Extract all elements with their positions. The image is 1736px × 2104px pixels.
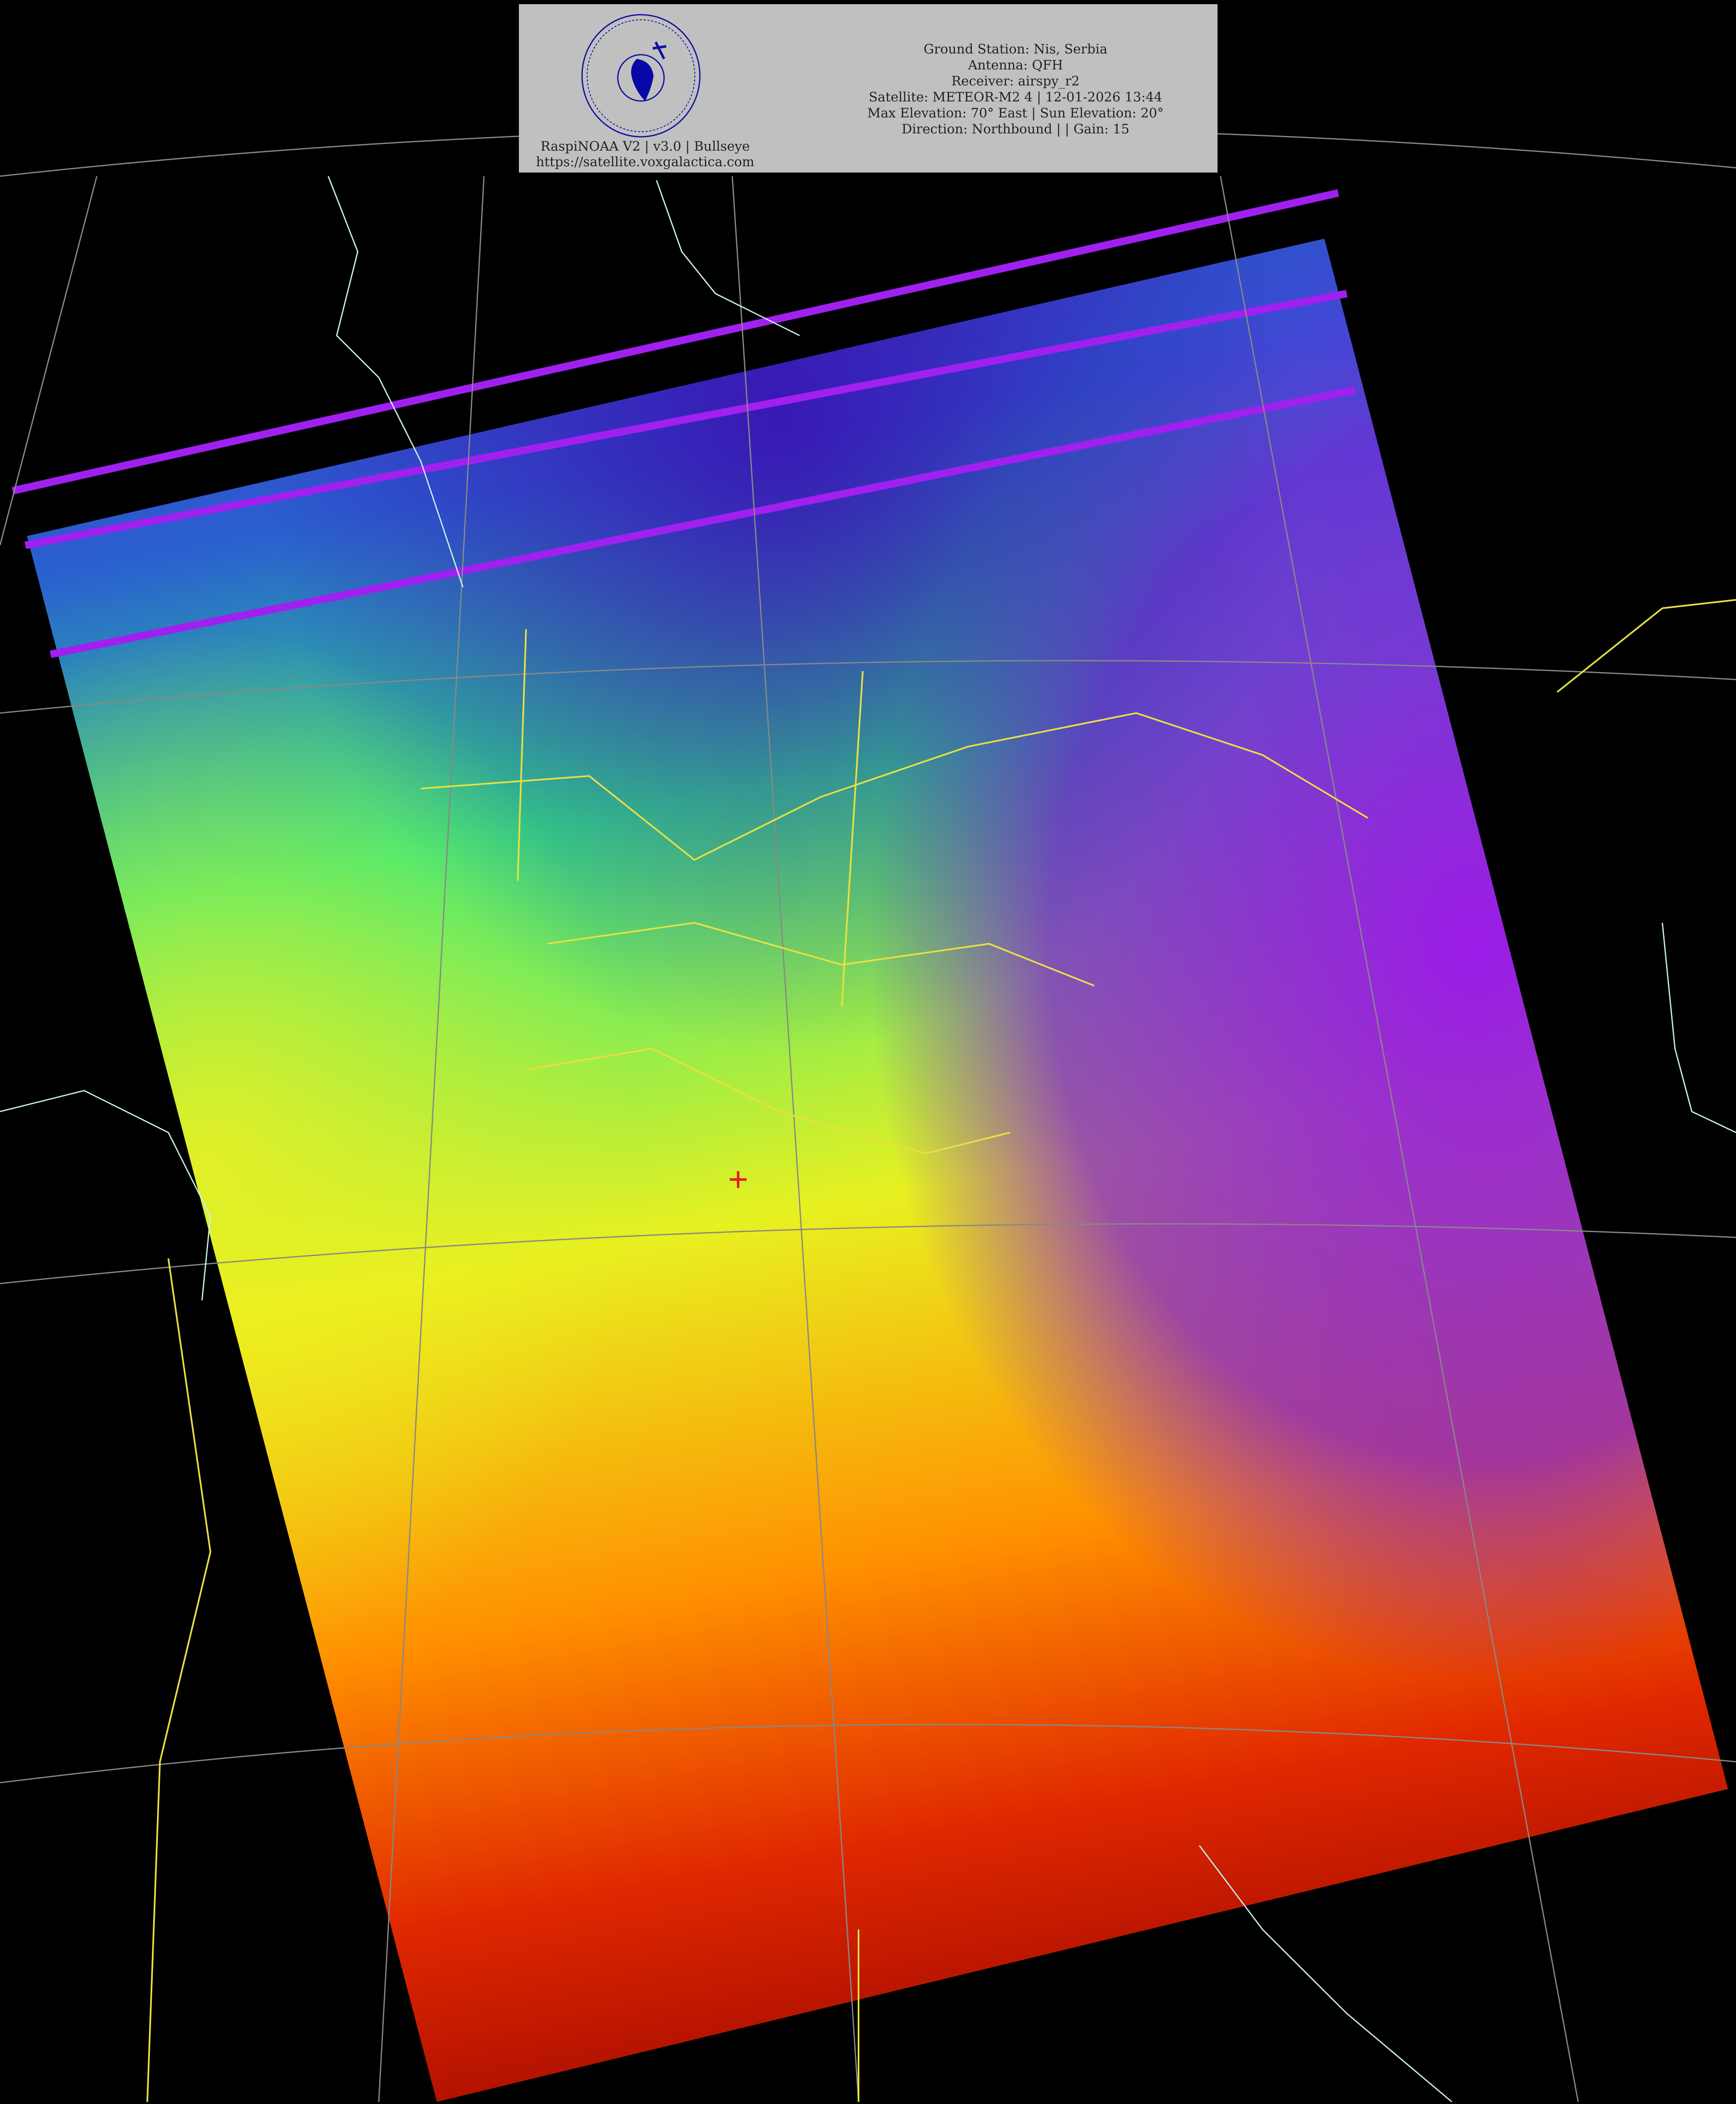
software-version: RaspiNOAA V2 | v3.0 | Bullseye bbox=[540, 139, 750, 154]
globe-icon bbox=[617, 54, 665, 102]
antenna: Antenna: QFH bbox=[968, 58, 1063, 73]
satellite-icon bbox=[652, 41, 667, 60]
receiver: Receiver: airspy_r2 bbox=[951, 74, 1080, 89]
pass-details: Ground Station: Nis, Serbia Antenna: QFH… bbox=[805, 41, 1226, 137]
ground-station: Ground Station: Nis, Serbia bbox=[923, 42, 1108, 57]
ground-station-marker bbox=[730, 1171, 747, 1188]
website-link: https://satellite.voxgalactica.com bbox=[536, 154, 755, 170]
country-borders bbox=[146, 599, 1736, 2102]
satellite-info: Satellite: METEOR-M2 4 | 12-01-2026 13:4… bbox=[869, 90, 1162, 105]
coastlines bbox=[0, 176, 1736, 2102]
scan-noise-lines bbox=[12, 189, 1356, 658]
receiver-logo bbox=[581, 14, 701, 138]
graticule bbox=[0, 127, 1736, 2102]
direction-gain: Direction: Northbound | | Gain: 15 bbox=[901, 122, 1130, 137]
pass-info-header: RaspiNOAA V2 | v3.0 | Bullseye https://s… bbox=[519, 4, 1218, 173]
elevation-info: Max Elevation: 70° East | Sun Elevation:… bbox=[867, 106, 1164, 121]
